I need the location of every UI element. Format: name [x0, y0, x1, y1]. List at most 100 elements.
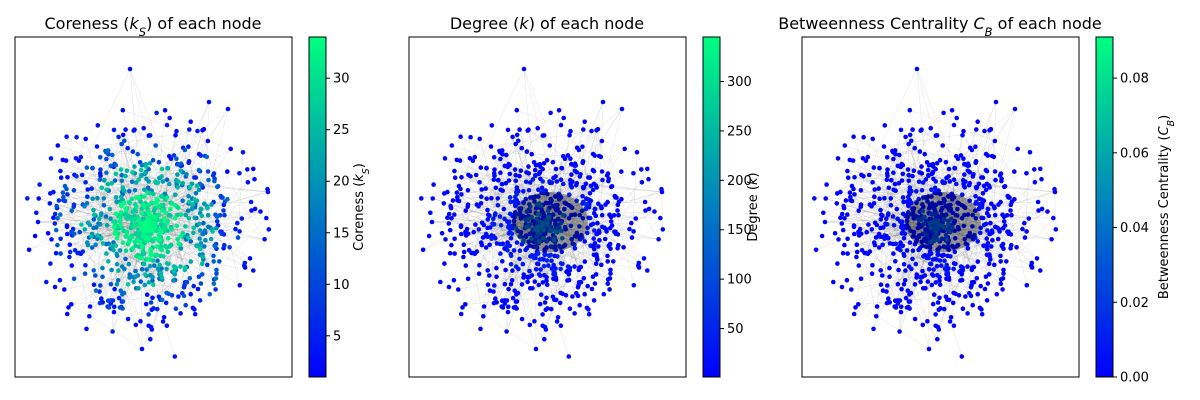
graph-node — [552, 203, 558, 209]
graph-edge — [146, 279, 176, 305]
graph-node — [459, 175, 464, 180]
graph-node — [824, 182, 829, 187]
graph-node — [153, 205, 158, 211]
graph-node — [955, 200, 960, 206]
graph-node — [967, 170, 973, 175]
graph-node — [985, 206, 991, 212]
graph-node — [983, 187, 989, 193]
graph-node — [576, 147, 582, 153]
graph-node — [998, 259, 1003, 264]
graph-node — [590, 274, 596, 280]
graph-node — [131, 217, 137, 222]
graph-node — [266, 227, 272, 232]
graph-node — [65, 231, 70, 237]
graph-node — [506, 178, 512, 183]
graph-node — [937, 278, 942, 284]
graph-node — [884, 216, 889, 221]
graph-node — [493, 185, 499, 191]
graph-node — [923, 239, 929, 244]
graph-node — [239, 216, 245, 221]
graph-node — [894, 206, 900, 212]
graph-node — [897, 329, 902, 334]
graph-node — [60, 190, 66, 195]
graph-node — [948, 315, 954, 320]
graph-node — [887, 274, 892, 280]
graph-edge — [458, 200, 545, 226]
graph-node — [948, 254, 953, 259]
graph-node — [966, 163, 972, 168]
graph-node — [1002, 184, 1007, 190]
graph-node — [968, 234, 973, 239]
graph-edge — [443, 203, 552, 232]
colorbar-tick-label: 30 — [333, 72, 350, 87]
graph-node — [925, 167, 931, 173]
graph-node — [84, 326, 89, 332]
graph-node — [439, 231, 445, 236]
graph-node — [924, 255, 930, 261]
graph-node — [843, 198, 849, 203]
graph-edge — [159, 278, 167, 303]
graph-node — [51, 189, 56, 195]
graph-node — [152, 224, 158, 230]
graph-node — [106, 241, 112, 247]
graph-node — [884, 300, 890, 306]
colorbar-tick-label: 15 — [333, 226, 350, 241]
graph-node — [942, 258, 947, 264]
graph-node — [557, 210, 562, 216]
graph-node — [886, 235, 891, 241]
graph-edge — [886, 201, 904, 237]
graph-edge — [490, 130, 597, 147]
graph-node — [524, 245, 530, 251]
graph-node — [249, 208, 254, 213]
graph-node — [498, 170, 503, 175]
graph-node — [585, 230, 590, 236]
graph-node — [978, 225, 983, 231]
graph-node — [523, 233, 529, 238]
graph-node — [91, 268, 96, 273]
graph-node — [508, 199, 513, 205]
graph-node — [508, 281, 514, 287]
graph-edge — [525, 166, 541, 182]
graph-node — [178, 264, 183, 269]
graph-edge — [56, 205, 118, 234]
graph-node — [491, 177, 497, 182]
graph-edge — [553, 278, 561, 303]
graph-node — [645, 268, 650, 273]
graph-edge — [134, 129, 155, 211]
graph-node — [53, 250, 59, 256]
graph-node — [142, 204, 147, 210]
graph-node — [561, 181, 566, 187]
graph-node — [190, 305, 196, 311]
graph-node — [124, 229, 130, 235]
graph-node — [521, 272, 526, 277]
graph-node — [220, 195, 225, 200]
graph-node — [139, 211, 145, 216]
graph-node — [525, 279, 530, 285]
graph-edge — [38, 198, 144, 231]
graph-node — [503, 267, 508, 273]
graph-node — [451, 277, 457, 283]
graph-edge — [496, 276, 567, 296]
graph-node — [62, 198, 68, 204]
graph-edge — [482, 198, 498, 238]
graph-edge — [140, 304, 147, 322]
graph-node — [533, 173, 538, 179]
graph-node — [569, 212, 574, 218]
graph-node — [975, 259, 981, 264]
graph-node — [154, 252, 159, 258]
graph-node — [616, 212, 621, 218]
graph-node — [233, 226, 238, 232]
graph-edge — [481, 189, 526, 225]
graph-edge — [934, 237, 1004, 274]
graph-node — [118, 288, 123, 294]
graph-node — [501, 206, 507, 212]
colorbar-gradient — [702, 36, 721, 378]
graph-node — [844, 277, 850, 283]
graph-node — [138, 319, 143, 324]
graph-edge — [49, 203, 158, 232]
graph-node — [920, 286, 926, 291]
graph-node — [228, 146, 233, 152]
graph-node — [186, 194, 191, 199]
graph-node — [537, 272, 542, 277]
graph-node — [1027, 150, 1033, 155]
